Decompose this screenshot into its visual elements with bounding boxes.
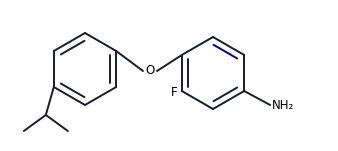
Text: O: O [145, 64, 154, 77]
Text: NH₂: NH₂ [272, 98, 294, 111]
Text: F: F [171, 87, 178, 100]
